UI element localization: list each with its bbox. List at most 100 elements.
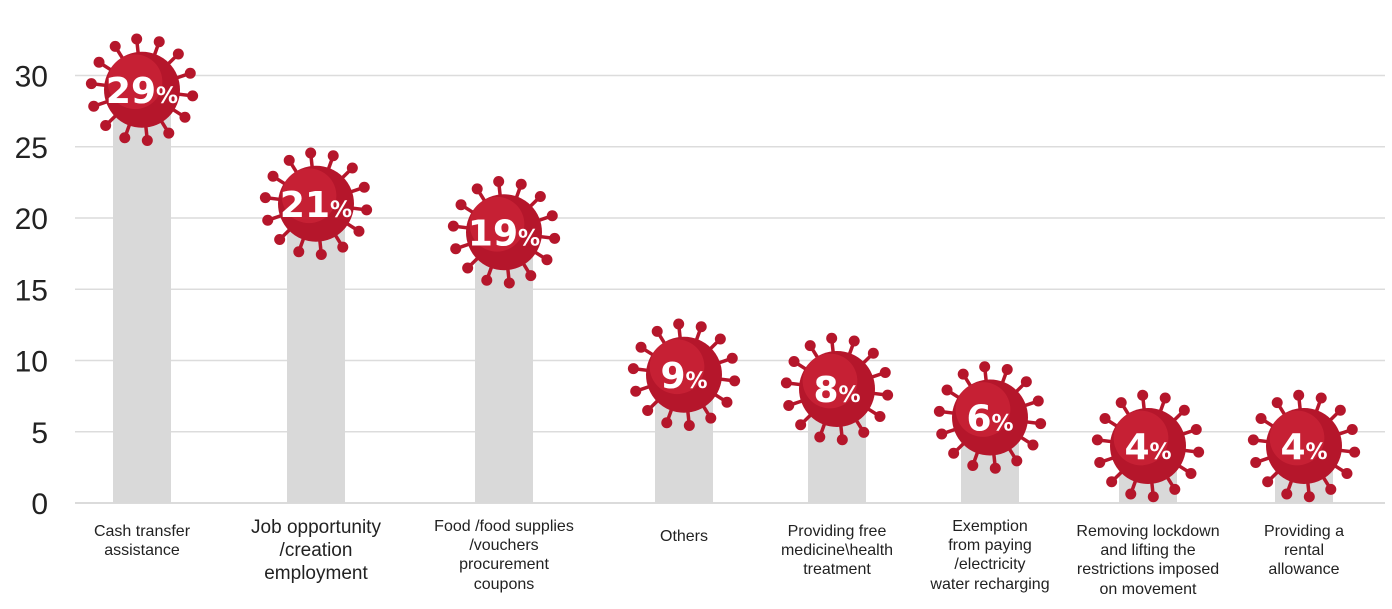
virus-spike-tip xyxy=(874,410,886,422)
category-label-line: medicine\health xyxy=(780,542,894,560)
bar xyxy=(113,89,171,503)
virus-spike-tip xyxy=(1303,491,1315,503)
category-label-line: procurement xyxy=(459,556,549,574)
virus-spike-tip xyxy=(957,368,969,380)
virus-spike-tip xyxy=(337,241,349,253)
virus-spike-tip xyxy=(447,220,459,232)
category-label-line: from paying xyxy=(948,537,1032,555)
virus-highlight xyxy=(802,353,858,409)
virus-spike-tip xyxy=(1325,483,1337,495)
virus-spike-tip xyxy=(1334,404,1346,416)
virus-spike-tip xyxy=(293,246,305,258)
virus-spike-tip xyxy=(274,234,286,246)
virus-spike-tip xyxy=(179,111,191,123)
y-tick-label: 25 xyxy=(15,132,48,165)
data-label: 21% xyxy=(280,185,352,226)
virus-spike-tip xyxy=(882,389,894,401)
virus-spike-tip xyxy=(141,134,153,146)
virus-spike-tip xyxy=(262,214,274,226)
virus-spike-tip xyxy=(119,132,131,144)
virus-spike-tip xyxy=(804,340,816,352)
category-label-line: allowance xyxy=(1268,561,1340,579)
virus-spike-tip xyxy=(683,419,695,431)
virus-spike-tip xyxy=(358,181,370,193)
data-label: 8% xyxy=(813,370,860,411)
virus-spike-tip xyxy=(1020,376,1032,388)
virus-spike-tip xyxy=(1190,424,1202,436)
category-label: Job opportunity/creation employment xyxy=(251,517,381,585)
virus-spike-tip xyxy=(455,199,467,211)
virus-badge: 29% xyxy=(85,33,199,146)
virus-badge: 4% xyxy=(1091,389,1205,503)
virus-spike-tip xyxy=(1099,413,1111,425)
virus-spike-tip xyxy=(1001,363,1013,375)
category-label-line: Providing free xyxy=(787,523,887,540)
y-tick-label: 15 xyxy=(15,274,48,307)
category-label: Others xyxy=(660,527,708,546)
virus-badge: 19% xyxy=(447,176,561,289)
virus-spike-tip xyxy=(630,385,642,397)
virus-spike-tip xyxy=(635,341,647,353)
y-tick-label: 10 xyxy=(15,346,48,379)
virus-spike-tip xyxy=(651,325,663,337)
virus-spike-tip xyxy=(1250,456,1262,468)
virus-spike-tip xyxy=(493,176,505,188)
virus-spike-tip xyxy=(1147,491,1159,503)
virus-spike-tip xyxy=(1137,389,1149,401)
virus-spike-tip xyxy=(305,147,317,159)
data-label: 4% xyxy=(1280,427,1327,468)
virus-spike-tip xyxy=(848,335,860,347)
virus-spike-tip xyxy=(1341,467,1353,479)
virus-spike-tip xyxy=(546,210,558,222)
virus-spike-tip xyxy=(795,419,807,431)
category-label-line: Job opportunity xyxy=(251,517,381,538)
virus-highlight xyxy=(1113,410,1169,466)
virus-spike-tip xyxy=(184,67,196,79)
virus-spike-tip xyxy=(353,225,365,237)
virus-spike-tip xyxy=(1193,446,1205,458)
virus-spike-tip xyxy=(93,56,105,68)
virus-spike-tip xyxy=(783,399,795,411)
bar xyxy=(475,232,533,503)
virus-highlight xyxy=(1269,410,1325,466)
virus-spike-tip xyxy=(1293,389,1305,401)
virus-spike-tip xyxy=(1169,483,1181,495)
y-tick-label: 30 xyxy=(15,61,48,94)
virus-spike-tip xyxy=(153,36,165,48)
virus-spike-tip xyxy=(673,318,685,330)
virus-spike-tip xyxy=(714,333,726,345)
category-label-line: rental xyxy=(1283,542,1325,560)
virus-spike-tip xyxy=(1106,476,1118,488)
virus-spike-tip xyxy=(1247,434,1259,446)
virus-badge: 6% xyxy=(933,361,1047,474)
category-label-line: Providing a xyxy=(1263,523,1345,540)
category-label-line: water recharging xyxy=(930,575,1050,593)
category-label: Providing free medicine\health treatment xyxy=(781,522,893,580)
virus-spike-tip xyxy=(627,363,639,375)
virus-spike-tip xyxy=(100,120,112,132)
virus-spike-tip xyxy=(1091,434,1103,446)
category-label-line: restrictions imposed xyxy=(1076,561,1220,579)
virus-spike-tip xyxy=(85,78,97,90)
virus-spike-tip xyxy=(867,347,879,359)
virus-spike-tip xyxy=(1271,397,1283,409)
virus-spike-tip xyxy=(729,375,741,387)
virus-spike-tip xyxy=(1185,467,1197,479)
virus-spike-tip xyxy=(721,396,733,408)
virus-spike-tip xyxy=(1115,397,1127,409)
virus-spike-tip xyxy=(88,100,100,112)
virus-spike-tip xyxy=(1178,404,1190,416)
virus-spike-tip xyxy=(780,377,792,389)
virus-spike-tip xyxy=(879,367,891,379)
virus-spike-tip xyxy=(788,356,800,368)
virus-spike-tip xyxy=(948,447,960,459)
virus-highlight xyxy=(955,382,1011,437)
virus-spike-tip xyxy=(1125,488,1137,500)
virus-spike-tip xyxy=(858,426,870,438)
virus-spike-tip xyxy=(346,162,358,174)
virus-spike-tip xyxy=(826,332,838,344)
value-badges: 29% 21% 19% 9% 8% 6% 4% 4% xyxy=(85,33,1361,503)
category-label-line: Exemption xyxy=(952,518,1028,535)
y-tick-label: 0 xyxy=(31,488,48,521)
virus-highlight xyxy=(107,54,163,110)
